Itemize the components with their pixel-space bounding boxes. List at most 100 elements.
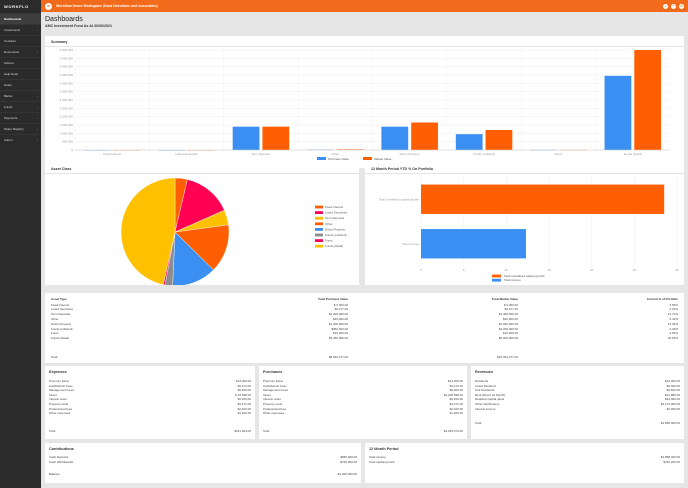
sidebar-item[interactable]: Payments ›: [0, 112, 41, 123]
sidebar-item[interactable]: Help Desk: [0, 68, 41, 79]
legend-swatch[interactable]: [315, 239, 323, 242]
sidebar-item[interactable]: Notes: [0, 79, 41, 90]
bar-market-value[interactable]: [336, 149, 364, 150]
y-tick-label: 0: [71, 148, 73, 152]
bar-market-value[interactable]: [411, 122, 438, 151]
legend-swatch[interactable]: [315, 233, 323, 237]
sidebar: WORKFLO Dashboards Investments › Contacts Do…: [0, 0, 41, 488]
sidebar-item[interactable]: Dashboards: [0, 13, 41, 24]
page-subtitle: AMC Investment Fund As At 30/06/2021: [45, 24, 113, 28]
table-cell: $10,000.00: [502, 331, 518, 336]
sidebar-item[interactable]: Admin ›: [0, 134, 41, 145]
legend-swatch[interactable]: [492, 278, 501, 282]
table-cell: Term Deposits: [51, 312, 71, 317]
bar-market-value[interactable]: [485, 130, 513, 150]
y-tick-label: 3,000,000: [60, 98, 74, 102]
table-cell: Forex: [51, 331, 59, 336]
list-item-label: Rent (Direct 10 Month): [475, 392, 506, 397]
pie-slice[interactable]: [174, 179, 225, 233]
list-item-value: $9,600.00: [237, 388, 251, 393]
table-row: Funds (unlisted) $950,000.00 $1,200,000.00…: [51, 327, 678, 332]
legend-swatch[interactable]: [315, 244, 323, 248]
pie-slice[interactable]: [164, 231, 176, 285]
list-item: Dividends $42,000.00: [475, 379, 680, 384]
workspace-avatar[interactable]: W: [45, 2, 52, 10]
table-cell: $1,400,000.00: [498, 312, 518, 317]
x-tick-label: Other: [332, 152, 340, 156]
settings-icon[interactable]: ⚙: [679, 3, 684, 9]
list-item-label: Taxes: [263, 392, 271, 397]
table-cell: Total Market Value: [491, 297, 518, 301]
bar-market-value[interactable]: [262, 126, 290, 150]
legend-swatch[interactable]: [492, 274, 501, 278]
sidebar-item[interactable]: Funds ›: [0, 101, 41, 112]
sidebar-item[interactable]: Contacts: [0, 35, 41, 46]
list-item: Total income $1,858,400.00: [369, 455, 680, 460]
legend-label[interactable]: Other: [325, 222, 333, 226]
legend-label[interactable]: Fixed Interest: [325, 205, 343, 209]
legend-label[interactable]: Forex: [325, 239, 333, 243]
table-cell: $10,000.00: [332, 331, 348, 336]
ytd-card: 12 Month Period YTD % On Portfolio 0 5 10 1…: [365, 163, 684, 285]
legend-label[interactable]: Total unrealised capital growth: [504, 274, 545, 278]
list-item-value: $33,000.00: [664, 397, 680, 402]
ytd-chart: 0 5 10 15 20 25 30 Total unrealised capital gro…: [379, 177, 679, 282]
legend-swatch[interactable]: [363, 157, 372, 160]
legend-label[interactable]: Market Value: [374, 157, 392, 161]
list-item: Listed Dividend $6,000.00: [475, 384, 680, 389]
bar-purchase-value[interactable]: [455, 134, 483, 150]
sidebar-item-label: Dashboards: [4, 17, 22, 21]
list-item-label: Property costs: [263, 402, 283, 406]
bar-purchase-value[interactable]: [604, 75, 632, 150]
sidebar-item[interactable]: Documents ›: [0, 46, 41, 57]
list-item-value: $9,600.00: [449, 388, 463, 393]
legend-swatch[interactable]: [315, 211, 323, 214]
table-cell: Listed Securities: [51, 307, 74, 312]
list-item-value: $1,200.00: [449, 411, 463, 416]
bell-icon[interactable]: ●: [663, 3, 668, 9]
list-item-label: Interest income: [475, 406, 496, 411]
sidebar-item[interactable]: Share Registry ›: [0, 123, 41, 134]
legend-label[interactable]: Listed Securities: [325, 211, 348, 215]
bar-purchase-value[interactable]: [232, 126, 260, 150]
hbar[interactable]: [421, 184, 665, 214]
legend-swatch[interactable]: [315, 222, 323, 226]
sidebar-item[interactable]: Actions: [0, 57, 41, 68]
list-item-value: -$720,000.00: [339, 459, 357, 464]
sidebar-item-label: Actions: [4, 61, 14, 65]
legend-swatch[interactable]: [317, 157, 326, 160]
legend-swatch[interactable]: [315, 216, 323, 220]
help-icon[interactable]: ?: [671, 3, 676, 9]
expenses-title: Expenses: [49, 370, 67, 374]
total-label: Total: [475, 421, 482, 425]
legend-label[interactable]: Term Deposits: [325, 216, 345, 220]
legend-swatch[interactable]: [315, 205, 323, 209]
sidebar-item-label: Contacts: [4, 39, 16, 43]
table-row: Forex $10,000.00 $10,000.00 0.53%: [51, 331, 678, 336]
sidebar-item[interactable]: Banks ›: [0, 90, 41, 101]
list-item-label: Other expenses: [263, 411, 285, 416]
legend-swatch[interactable]: [315, 228, 323, 231]
legend-label[interactable]: Funds (listed): [325, 244, 343, 248]
legend-label[interactable]: Total income: [504, 278, 521, 282]
table-cell: Fixed Interest: [51, 302, 70, 307]
table-cell: 0.42%: [669, 316, 678, 321]
legend-label[interactable]: Direct Property: [325, 227, 346, 231]
y-tick-label: 3,500,000: [60, 90, 74, 94]
table-cell: 46.53%: [667, 336, 678, 341]
sidebar-item[interactable]: Investments ›: [0, 24, 41, 35]
bar-market-value[interactable]: [634, 50, 662, 150]
brand-logo[interactable]: WORKFLO: [4, 4, 29, 9]
bar-purchase-value[interactable]: [381, 126, 409, 150]
legend-label[interactable]: Funds (unlisted): [325, 233, 347, 237]
chevron-right-icon: ›: [37, 105, 38, 109]
workspace-title[interactable]: Workflow Demo Workspace (Dard Directions…: [56, 4, 158, 8]
x-tick-label: 30: [675, 268, 679, 272]
list-item-value: $1,170,000.00: [660, 402, 680, 406]
pie-slice[interactable]: [120, 177, 176, 285]
pie-slice[interactable]: [174, 224, 230, 271]
table-cell: Other: [51, 316, 59, 321]
x-tick-label: 20: [590, 268, 594, 272]
legend-label[interactable]: Purchase Value: [328, 157, 349, 161]
hbar[interactable]: [421, 229, 526, 259]
